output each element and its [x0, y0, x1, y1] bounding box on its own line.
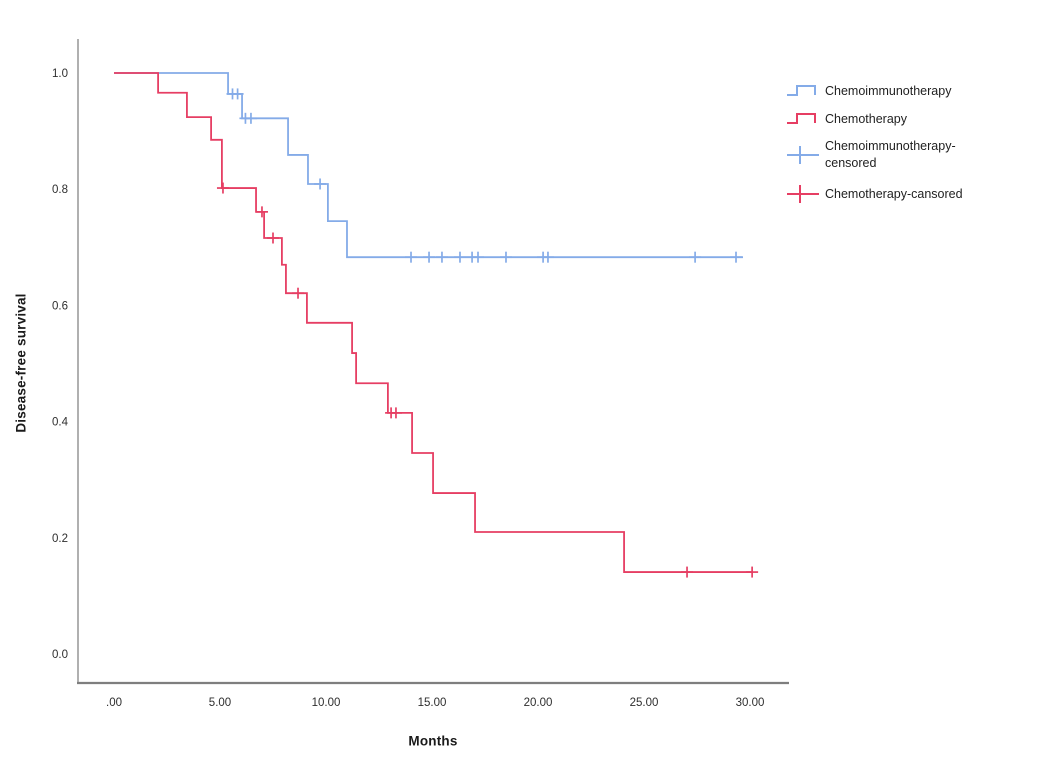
x-tick-label: .00	[106, 697, 122, 709]
legend-label: Chemoimmunotherapy- censored	[825, 139, 956, 170]
legend-item-chemoimmunotherapy-censored: Chemoimmunotherapy- censored	[786, 138, 1036, 172]
step-line-swatch-icon	[787, 113, 816, 124]
series-line-chemotherapy	[114, 72, 753, 573]
series-line-chemoimmunotherapy	[114, 72, 744, 259]
y-tick-label: 0.2	[52, 533, 68, 545]
x-tick-label: 10.00	[312, 697, 341, 709]
legend-item-chemoimmunotherapy: Chemoimmunotherapy	[786, 82, 1036, 100]
x-tick-label: 20.00	[524, 697, 553, 709]
y-tick-label: 0.8	[52, 184, 68, 196]
y-tick-label: 1.0	[52, 68, 68, 80]
x-tick-label: 25.00	[630, 697, 659, 709]
censor-plus-swatch-icon	[787, 185, 819, 203]
step-line-swatch-icon	[787, 85, 816, 96]
x-axis-title: Months	[408, 733, 458, 749]
legend-label: Chemotherapy	[825, 111, 907, 126]
legend-label: Chemotherapy-cansored	[825, 186, 963, 201]
x-tick-label: 5.00	[209, 697, 231, 709]
y-tick-label: 0.0	[52, 649, 68, 661]
x-tick-label: 15.00	[418, 697, 447, 709]
legend-item-chemotherapy-cansored: Chemotherapy-cansored	[786, 182, 1036, 206]
censor-plus-swatch-icon	[787, 146, 819, 164]
legend: Chemoimmunotherapy Chemotherapy Chemoimm…	[786, 82, 1036, 216]
y-tick-label: 0.6	[52, 300, 68, 312]
y-tick-label: 0.4	[52, 417, 69, 429]
y-axis-title: Disease-free survival	[13, 293, 29, 433]
legend-label: Chemoimmunotherapy	[825, 83, 952, 98]
legend-item-chemotherapy: Chemotherapy	[786, 110, 1036, 128]
x-tick-label: 30.00	[736, 697, 765, 709]
